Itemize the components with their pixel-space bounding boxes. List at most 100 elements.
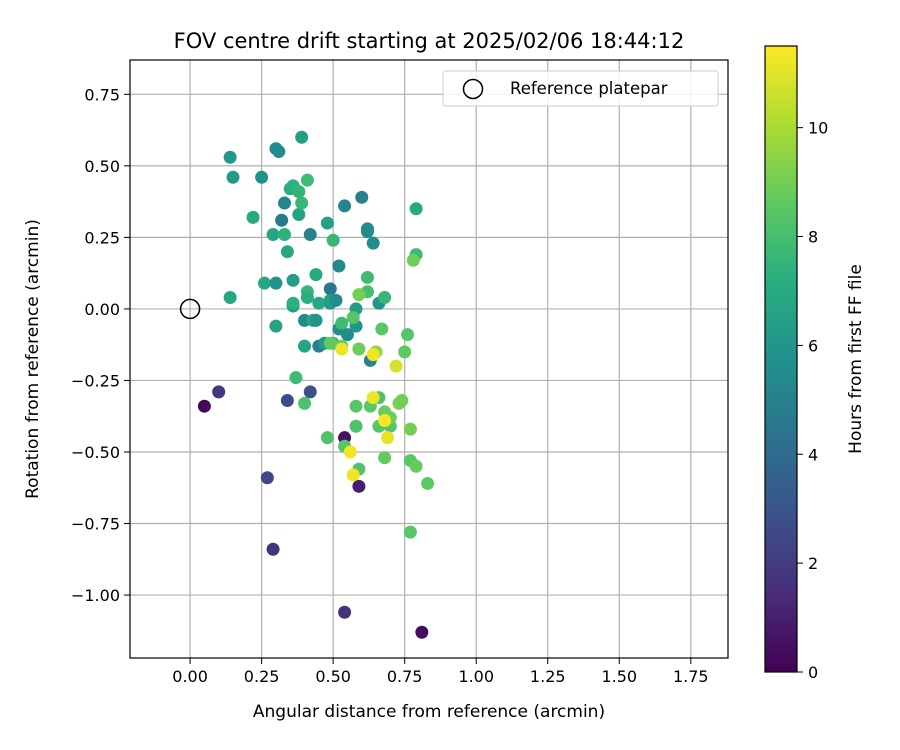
data-point bbox=[309, 313, 323, 327]
grid bbox=[130, 60, 728, 658]
data-point bbox=[323, 336, 337, 350]
data-point bbox=[378, 414, 392, 428]
data-point bbox=[381, 431, 395, 445]
data-point bbox=[346, 468, 360, 482]
colorbar bbox=[764, 45, 798, 673]
data-point bbox=[335, 342, 349, 356]
y-tick-label: −0.75 bbox=[71, 515, 120, 534]
data-point bbox=[320, 216, 334, 230]
data-point bbox=[300, 290, 314, 304]
colorbar-tick-label: 8 bbox=[808, 228, 818, 247]
data-point bbox=[303, 228, 317, 242]
data-point bbox=[409, 202, 423, 216]
x-axis-label: Angular distance from reference (arcmin) bbox=[253, 702, 605, 722]
data-point bbox=[269, 276, 283, 290]
colorbar-tick-label: 4 bbox=[808, 445, 818, 464]
data-point bbox=[303, 385, 317, 399]
x-axis-ticks: 0.00 0.25 0.50 0.75 1.00 1.25 1.50 1.75 bbox=[172, 658, 709, 686]
data-point bbox=[298, 396, 312, 410]
data-point bbox=[292, 208, 306, 222]
x-tick-label: 0.50 bbox=[315, 667, 351, 686]
data-point bbox=[343, 445, 357, 459]
y-axis-ticks: 0.75 0.50 0.25 0.00 −0.25 −0.50 −0.75 −1.00 bbox=[71, 85, 130, 605]
data-point bbox=[378, 290, 392, 304]
data-point bbox=[340, 328, 354, 342]
data-point bbox=[298, 339, 312, 353]
colorbar-label: Hours from first FF file bbox=[846, 264, 866, 454]
colorbar-tick-label: 6 bbox=[808, 336, 818, 355]
data-point bbox=[332, 259, 346, 273]
data-point bbox=[266, 542, 280, 556]
data-point bbox=[212, 385, 226, 399]
data-point bbox=[389, 359, 403, 373]
data-points bbox=[197, 130, 435, 639]
data-point bbox=[278, 228, 292, 242]
colorbar-ticks: 0 2 4 6 8 10 bbox=[797, 119, 828, 682]
data-point bbox=[300, 173, 314, 187]
data-point bbox=[312, 296, 326, 310]
data-point bbox=[326, 233, 340, 247]
y-axis-label: Rotation from reference (arcmin) bbox=[23, 219, 43, 499]
x-tick-label: 1.25 bbox=[530, 667, 566, 686]
data-point bbox=[338, 605, 352, 619]
y-tick-label: −0.50 bbox=[71, 443, 120, 462]
data-point bbox=[246, 210, 260, 224]
y-tick-label: 0.25 bbox=[84, 228, 120, 247]
data-point bbox=[346, 311, 360, 325]
data-point bbox=[260, 471, 274, 485]
data-point bbox=[269, 319, 283, 333]
y-tick-label: 0.00 bbox=[84, 300, 120, 319]
data-point bbox=[355, 190, 369, 204]
data-point bbox=[352, 288, 366, 302]
data-point bbox=[366, 348, 380, 362]
data-point bbox=[398, 345, 412, 359]
chart-title: FOV centre drift starting at 2025/02/06 … bbox=[174, 29, 685, 53]
legend-box bbox=[442, 70, 719, 107]
data-point bbox=[335, 316, 349, 330]
x-tick-label: 0.75 bbox=[387, 667, 423, 686]
data-point bbox=[275, 213, 289, 227]
reference-marker-group bbox=[179, 298, 201, 320]
y-tick-label: −1.00 bbox=[71, 586, 120, 605]
data-point bbox=[360, 225, 374, 239]
data-point bbox=[286, 273, 300, 287]
legend-marker-icon bbox=[462, 78, 484, 100]
x-tick-label: 0.25 bbox=[244, 667, 280, 686]
x-tick-label: 1.00 bbox=[458, 667, 494, 686]
data-point bbox=[278, 196, 292, 210]
y-tick-label: 0.50 bbox=[84, 157, 120, 176]
data-point bbox=[266, 228, 280, 242]
data-point bbox=[375, 322, 389, 336]
x-tick-label: 1.75 bbox=[673, 667, 709, 686]
legend-label: Reference platepar bbox=[510, 79, 668, 98]
data-point bbox=[415, 625, 429, 639]
reference-marker bbox=[179, 298, 201, 320]
data-point bbox=[286, 296, 300, 310]
data-point bbox=[323, 282, 337, 296]
data-point bbox=[403, 422, 417, 436]
data-point bbox=[255, 170, 269, 184]
data-point bbox=[329, 293, 343, 307]
data-point bbox=[226, 170, 240, 184]
x-tick-label: 0.00 bbox=[172, 667, 208, 686]
data-point bbox=[352, 479, 366, 493]
colorbar-tick-label: 10 bbox=[808, 119, 828, 138]
y-tick-label: 0.75 bbox=[84, 85, 120, 104]
data-point bbox=[295, 130, 309, 144]
data-point bbox=[366, 391, 380, 405]
data-point bbox=[421, 476, 435, 490]
data-point bbox=[197, 399, 211, 413]
data-point bbox=[395, 393, 409, 407]
plot-frame bbox=[129, 59, 729, 659]
data-point bbox=[378, 451, 392, 465]
data-point bbox=[223, 290, 237, 304]
data-point bbox=[280, 245, 294, 259]
data-point bbox=[360, 270, 374, 284]
data-point bbox=[320, 431, 334, 445]
data-point bbox=[352, 342, 366, 356]
data-point bbox=[349, 399, 363, 413]
colorbar-tick-label: 0 bbox=[808, 663, 818, 682]
data-point bbox=[272, 145, 286, 159]
x-tick-label: 1.50 bbox=[601, 667, 637, 686]
